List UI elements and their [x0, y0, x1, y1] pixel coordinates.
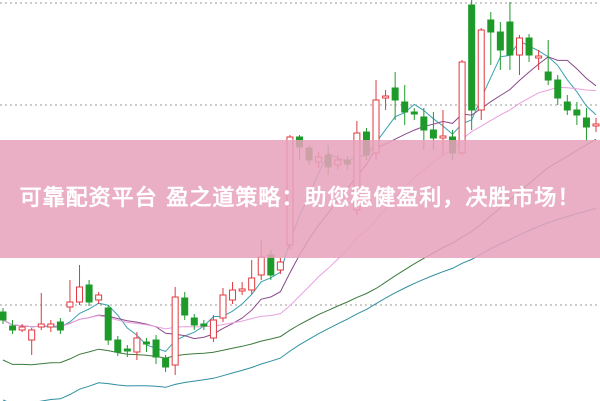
candle-up [238, 288, 246, 292]
candle-down [9, 325, 17, 331]
candle-down [142, 341, 150, 345]
candle-up [276, 261, 284, 271]
candle-down [123, 348, 131, 352]
candle-up [95, 294, 103, 301]
candle-up [219, 294, 227, 319]
candle-down [391, 87, 399, 101]
candle-down [554, 79, 562, 99]
candle-up [28, 329, 36, 341]
candle-down [429, 129, 437, 139]
title-banner: 可靠配资平台 盈之道策略：助您稳健盈利，决胜市场！ [0, 140, 600, 258]
candle-up [171, 296, 179, 366]
candle-down [190, 317, 198, 326]
candle-down [181, 297, 189, 316]
candle-down [506, 21, 514, 56]
candle-down [152, 339, 160, 358]
candle-down [573, 109, 581, 116]
candle-down [401, 101, 409, 113]
candle-down [525, 37, 533, 56]
candle-down [496, 31, 504, 51]
candle-down [563, 101, 571, 111]
candle-up [209, 319, 217, 339]
candle-up [66, 301, 74, 308]
candle-up [229, 289, 237, 301]
candle-down [104, 307, 112, 341]
candle-up [592, 123, 600, 127]
candle-up [382, 95, 390, 99]
candle-down [582, 117, 590, 128]
candle-down [85, 284, 93, 303]
candle-down [468, 4, 476, 111]
candle-up [37, 323, 45, 328]
banner-title: 可靠配资平台 盈之道策略：助您稳健盈利，决胜市场！ [19, 186, 581, 211]
ma-line [2, 86, 597, 330]
candle-down [267, 254, 275, 276]
candle-up [76, 286, 84, 303]
candle-down [56, 321, 64, 331]
candle-up [515, 37, 523, 56]
candle-up [133, 337, 141, 353]
candle-down [410, 111, 418, 115]
candle-down [114, 339, 122, 353]
candle-up [477, 29, 485, 111]
candle-up [248, 277, 256, 291]
candle-down [162, 357, 170, 368]
candle-down [487, 19, 495, 33]
candle-up [257, 256, 265, 276]
candle-down [544, 71, 552, 81]
candle-up [439, 135, 447, 139]
candle-up [47, 323, 55, 328]
candle-up [535, 55, 543, 59]
candle-up [18, 326, 26, 331]
candle-down [200, 323, 208, 327]
candle-down [420, 116, 428, 131]
candle-down [0, 311, 7, 321]
